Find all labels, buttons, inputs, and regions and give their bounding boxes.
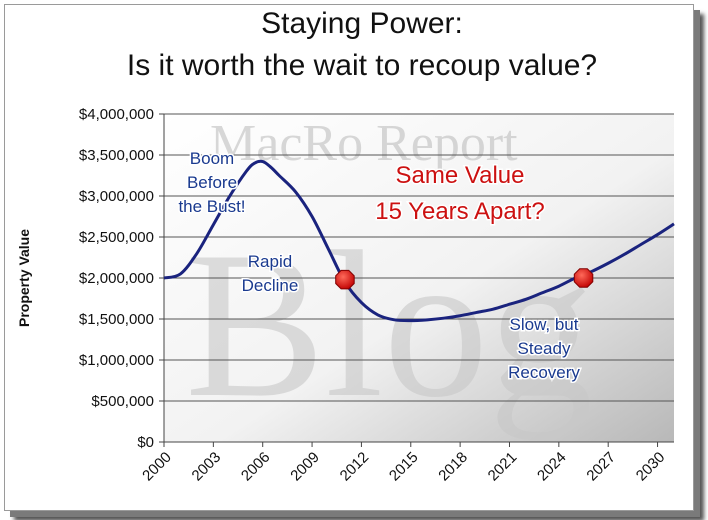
y-tick-label: $2,500,000 bbox=[79, 229, 154, 246]
marker-point bbox=[573, 268, 594, 288]
watermark-blog-text: Blog bbox=[185, 209, 593, 441]
y-tick-label: $2,000,000 bbox=[79, 270, 154, 287]
x-tick-labels: 2000 2003 2006 2009 2012 2015 2018 2021 2024 2027… bbox=[139, 449, 668, 485]
y-tick-label: $1,500,000 bbox=[79, 311, 154, 328]
annotation-rapid-line-2: Decline bbox=[242, 276, 299, 295]
chart-title-line-2: Is it worth the wait to recoup value? bbox=[127, 49, 597, 82]
y-tick-label: $4,000,000 bbox=[79, 106, 154, 123]
x-tick-label: 2000 bbox=[139, 449, 175, 485]
annotation-same-value-line-1: Same Value bbox=[396, 162, 525, 189]
x-tick-label: 2030 bbox=[633, 449, 669, 485]
y-tick-label: $3,000,000 bbox=[79, 188, 154, 205]
y-tick-label: $500,000 bbox=[91, 393, 154, 410]
y-axis-label: Property Value bbox=[16, 229, 32, 327]
x-tick-label: 2018 bbox=[435, 449, 471, 485]
x-tick-label: 2009 bbox=[287, 449, 323, 485]
annotation-boom-line-2: Before bbox=[187, 173, 237, 192]
annotation-slow-line-3: Recovery bbox=[508, 363, 580, 382]
x-tick-label: 2006 bbox=[238, 449, 274, 485]
chart-title-line-1: Staying Power: bbox=[261, 7, 463, 40]
annotation-slow-line-2: Steady bbox=[518, 339, 571, 358]
x-tick-label: 2015 bbox=[386, 449, 422, 485]
annotation-slow-line-1: Slow, but bbox=[510, 315, 579, 334]
marker-group bbox=[335, 268, 594, 290]
annotation-boom-line-1: Boom bbox=[190, 149, 234, 168]
y-tick-labels: $0 $500,000 $1,000,000 $1,500,000 $2,000,000… bbox=[79, 106, 154, 451]
x-tick-label: 2027 bbox=[583, 449, 619, 485]
x-tick-label: 2021 bbox=[485, 449, 521, 485]
y-tick-label: $1,000,000 bbox=[79, 352, 154, 369]
x-tick-label: 2024 bbox=[534, 449, 570, 485]
annotation-rapid-line-1: Rapid bbox=[248, 252, 292, 271]
marker-point bbox=[335, 269, 355, 290]
annotation-boom-line-3: the Bust! bbox=[178, 197, 245, 216]
x-tick-label: 2003 bbox=[189, 449, 225, 485]
x-tick-label: 2012 bbox=[337, 449, 373, 485]
y-tick-label: $0 bbox=[137, 434, 154, 451]
grid-lines bbox=[164, 113, 674, 402]
y-tick-label: $3,500,000 bbox=[79, 147, 154, 164]
annotation-same-value-line-2: 15 Years Apart? bbox=[375, 198, 544, 225]
